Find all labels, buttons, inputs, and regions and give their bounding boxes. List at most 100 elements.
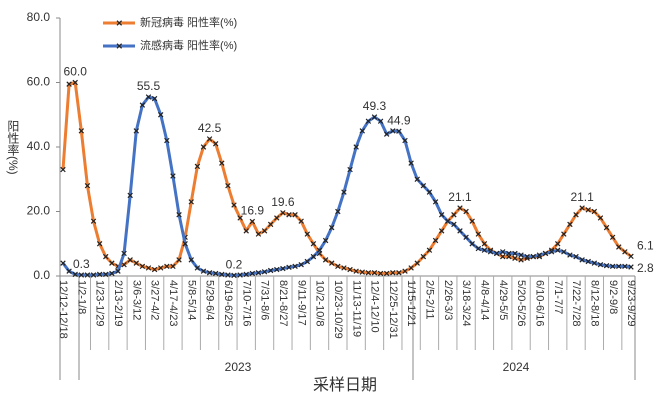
- point-marker: [469, 218, 475, 224]
- point-marker: [176, 212, 182, 218]
- point-marker: [451, 221, 457, 228]
- point-marker: [170, 263, 176, 270]
- point-marker: [329, 224, 335, 231]
- point-marker: [426, 189, 433, 195]
- point-marker: [127, 257, 133, 263]
- year-label: 2023: [225, 360, 252, 374]
- point-marker: [225, 182, 231, 189]
- point-marker: [90, 218, 97, 224]
- point-marker: [445, 218, 451, 224]
- point-marker: [121, 250, 127, 257]
- x-tick-label: 6/19-6/25: [222, 280, 234, 326]
- point-marker: [60, 260, 66, 266]
- point-marker: [255, 270, 262, 276]
- x-tick-label: 7/22-7/28: [570, 280, 582, 326]
- x-tick-label: 10/2-10/8: [314, 280, 326, 326]
- point-marker: [182, 241, 188, 247]
- point-marker: [616, 263, 622, 270]
- point-marker: [66, 81, 72, 87]
- legend-marker: [116, 20, 123, 26]
- x-tick-label: 1/2-1/8: [75, 280, 87, 314]
- point-marker: [432, 237, 439, 244]
- point-marker: [170, 173, 176, 179]
- point-marker: [591, 208, 598, 215]
- point-marker: [609, 234, 616, 241]
- point-marker: [212, 141, 219, 147]
- x-tick-label: 8/21-8/27: [277, 280, 289, 326]
- point-marker: [78, 128, 85, 134]
- point-marker: [561, 231, 567, 237]
- data-label: 49.3: [363, 99, 387, 113]
- point-marker: [347, 266, 353, 273]
- point-marker: [212, 270, 219, 277]
- x-tick-label: 7/10-7/16: [240, 280, 252, 326]
- point-marker: [377, 270, 384, 277]
- point-marker: [84, 182, 91, 189]
- point-marker: [457, 228, 463, 234]
- point-marker: [200, 268, 207, 274]
- data-label: 0.3: [73, 257, 90, 271]
- point-marker: [420, 182, 427, 189]
- point-marker: [280, 210, 286, 216]
- point-marker: [353, 144, 359, 150]
- point-marker: [414, 260, 420, 266]
- point-marker: [579, 257, 585, 263]
- point-marker: [249, 270, 256, 277]
- point-marker: [353, 268, 359, 274]
- point-marker: [255, 231, 262, 237]
- point-marker: [493, 250, 500, 257]
- point-marker: [237, 215, 243, 221]
- point-marker: [121, 261, 127, 268]
- point-marker: [164, 137, 170, 144]
- data-label: 2.8: [637, 261, 654, 275]
- x-tick-label: 10/23-10/29: [332, 280, 344, 339]
- y-tick-label: 60.0: [27, 75, 51, 89]
- point-marker: [475, 231, 482, 237]
- point-marker: [365, 118, 372, 124]
- point-marker: [597, 261, 604, 268]
- point-marker: [176, 257, 182, 263]
- point-marker: [145, 265, 152, 271]
- point-marker: [383, 270, 390, 277]
- point-marker: [402, 268, 408, 274]
- point-marker: [219, 271, 225, 278]
- y-axis-title: 阳性率(%): [6, 120, 20, 175]
- point-marker: [622, 263, 628, 270]
- point-marker: [347, 166, 353, 173]
- point-marker: [304, 258, 311, 265]
- point-marker: [109, 270, 115, 277]
- x-tick-label: 6/10-6/16: [533, 280, 545, 326]
- x-tick-label: 5/29-6/4: [204, 280, 216, 320]
- point-marker: [286, 264, 292, 271]
- point-marker: [139, 263, 146, 270]
- point-marker: [530, 253, 537, 260]
- point-marker: [225, 272, 231, 278]
- point-marker: [72, 271, 78, 278]
- point-marker: [390, 270, 396, 276]
- point-marker: [506, 250, 512, 257]
- point-marker: [481, 247, 488, 253]
- x-tick-label: 4/17-4/23: [167, 280, 179, 326]
- point-marker: [628, 253, 634, 260]
- x-tick-label: 9/11-9/17: [295, 280, 307, 326]
- point-marker: [548, 249, 555, 255]
- point-marker: [274, 215, 280, 221]
- point-marker: [518, 252, 524, 258]
- y-tick-label: 0.0: [33, 268, 50, 282]
- point-marker: [60, 166, 66, 173]
- data-label: 16.9: [241, 204, 265, 218]
- point-marker: [438, 212, 445, 218]
- x-tick-label: 5/20-5/26: [515, 280, 527, 326]
- point-marker: [329, 260, 335, 266]
- point-marker: [310, 253, 317, 260]
- point-marker: [194, 163, 201, 170]
- point-marker: [231, 202, 237, 208]
- x-tick-label: 4/8-4/14: [479, 280, 491, 320]
- point-marker: [157, 112, 164, 118]
- point-marker: [567, 252, 573, 258]
- point-marker: [274, 266, 280, 273]
- point-marker: [335, 263, 341, 270]
- point-marker: [286, 212, 292, 218]
- point-marker: [609, 263, 616, 270]
- point-marker: [200, 144, 207, 150]
